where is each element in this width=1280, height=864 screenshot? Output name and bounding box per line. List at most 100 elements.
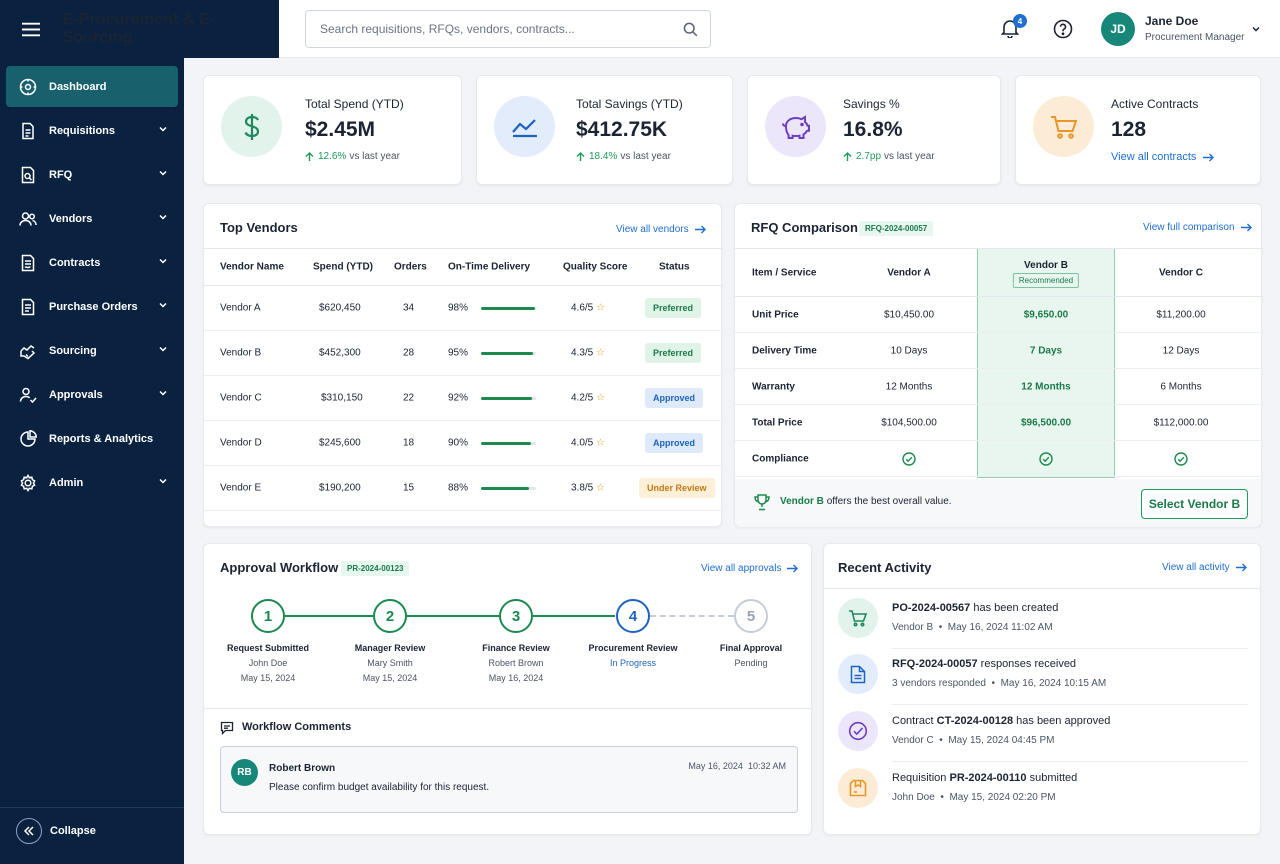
contract-icon (21, 254, 35, 271)
recent-activity-title: Recent Activity (838, 560, 932, 575)
help-icon[interactable] (1053, 19, 1073, 39)
hamburger-menu-icon[interactable] (22, 22, 41, 37)
comment-icon (220, 721, 234, 735)
kpi-value: $2.45M (305, 118, 376, 141)
kpi-savings-percent: Savings % 16.8% 2.7pp vs last year (747, 75, 1001, 185)
vendor-a-value: 12 Months (885, 381, 933, 392)
step-date: May 15, 2024 (362, 673, 418, 683)
sidebar-item-rfq[interactable]: RFQ (6, 154, 178, 195)
dashboard-icon (19, 78, 37, 95)
step-label: Manager Review (354, 643, 426, 653)
table-row[interactable]: Vendor E $190,200 15 88% 3.8/5 ☆ Under R… (204, 466, 723, 511)
view-full-comparison-link[interactable]: View full comparison (1143, 222, 1252, 233)
sidebar-item-label: Admin (49, 476, 84, 489)
sidebar-divider (0, 807, 184, 808)
table-row[interactable]: Vendor D $245,600 18 90% 4.0/5 ☆ Approve… (204, 421, 723, 466)
view-all-vendors-link[interactable]: View all vendors (616, 224, 706, 235)
collapse-button[interactable]: Collapse (16, 818, 96, 844)
sidebar-item-label: Sourcing (49, 344, 97, 357)
view-all-activity-link[interactable]: View all activity (1162, 562, 1247, 573)
arrow-right-icon (1235, 563, 1247, 572)
user-avatar[interactable]: JD (1101, 12, 1135, 46)
sidebar-item-purchase-orders[interactable]: Purchase Orders (6, 286, 178, 327)
vendor-otd: 98% (448, 302, 469, 314)
column-header: Vendor B (1024, 259, 1068, 271)
step-number: 4 (616, 599, 650, 633)
rfq-comparison-title: RFQ Comparison (751, 220, 858, 235)
activity-title: Contract CT-2024-00128 has been approved (892, 715, 1111, 727)
workflow-step: 1 Request Submitted John Doe May 15, 202… (213, 599, 323, 683)
activity-item[interactable]: Requisition PR-2024-00110 submitted John… (838, 768, 1248, 824)
sidebar-item-admin[interactable]: Admin (6, 462, 178, 503)
vendor-c-value: 6 Months (1160, 381, 1202, 392)
piggy-bank-icon (765, 96, 826, 157)
table-row[interactable]: Vendor C $310,150 22 92% 4.2/5 ☆ Approve… (204, 376, 723, 421)
view-all-contracts-link[interactable]: View all contracts (1111, 151, 1215, 163)
table-row: Delivery Time 10 Days 7 Days 12 Days (735, 333, 1263, 369)
otd-bar (481, 351, 536, 355)
activity-item[interactable]: RFQ-2024-00057 responses received 3 vend… (838, 654, 1248, 710)
step-number: 3 (499, 599, 533, 633)
vendor-otd: 88% (448, 482, 469, 494)
kpi-label: Total Spend (YTD) (305, 97, 404, 111)
collapse-label: Collapse (50, 825, 96, 837)
search-icon[interactable] (683, 22, 698, 37)
table-row: Total Price $104,500.00 $96,500.00 $112,… (735, 405, 1263, 441)
sidebar: Dashboard Requisitions RFQ Vendors Contr… (0, 0, 184, 864)
chevron-down-icon (159, 170, 167, 176)
view-all-approvals-label: View all approvals (701, 563, 782, 574)
activity-title: PO-2024-00567 has been created (892, 602, 1059, 614)
vendor-c-value: $112,000.00 (1153, 417, 1209, 428)
vendor-quality: 3.8/5 ☆ (571, 482, 605, 494)
comment-text: Please confirm budget availability for t… (269, 782, 490, 793)
sidebar-item-sourcing[interactable]: Sourcing (6, 330, 178, 371)
vendor-quality: 4.3/5 ☆ (571, 347, 605, 359)
otd-bar-fill (481, 306, 535, 310)
table-header: Item / Service Vendor A Vendor B Recomme… (735, 248, 1263, 297)
check-circle-icon (1039, 451, 1053, 466)
step-label: Final Approval (719, 643, 783, 653)
search-input[interactable] (320, 22, 670, 36)
vendor-b-value: 7 Days (1029, 345, 1063, 356)
gear-icon (20, 473, 36, 492)
vendor-name: Vendor D (220, 437, 262, 449)
table-row[interactable]: Vendor B $452,300 28 95% 4.3/5 ☆ Preferr… (204, 331, 723, 376)
vendor-spend: $452,300 (319, 347, 361, 359)
document-icon (838, 654, 878, 694)
vendor-a-value: $104,500.00 (881, 417, 937, 428)
collapse-icon (16, 818, 42, 844)
row-label: Delivery Time (752, 345, 817, 356)
step-status: In Progress (609, 658, 657, 668)
activity-item[interactable]: PO-2024-00567 has been created Vendor B … (838, 598, 1248, 654)
status-badge: Preferred (645, 343, 702, 363)
sidebar-item-label: Dashboard (49, 80, 107, 93)
select-vendor-button[interactable]: Select Vendor B (1141, 489, 1248, 519)
table-row[interactable]: Vendor A $620,450 34 98% 4.6/5 ☆ Preferr… (204, 286, 723, 331)
sidebar-item-vendors[interactable]: Vendors (6, 198, 178, 239)
sidebar-item-label: Requisitions (49, 124, 116, 137)
column-header: Status (659, 261, 690, 273)
step-number: 2 (373, 599, 407, 633)
divider (892, 761, 1248, 762)
divider (204, 708, 811, 709)
activity-title: RFQ-2024-00057 responses received (892, 658, 1077, 670)
divider (892, 648, 1248, 649)
sidebar-item-reports[interactable]: Reports & Analytics (6, 418, 178, 459)
otd-bar-fill (481, 396, 532, 400)
workflow-comments-title: Workflow Comments (242, 721, 352, 733)
chevron-down-icon (159, 302, 167, 308)
sidebar-item-dashboard[interactable]: Dashboard (6, 66, 178, 107)
otd-bar-fill (481, 486, 530, 490)
chevron-down-icon[interactable] (1251, 24, 1261, 34)
sidebar-item-approvals[interactable]: Approvals (6, 374, 178, 415)
user-name[interactable]: Jane Doe (1145, 14, 1199, 28)
comment-entry: RB Robert Brown Please confirm budget av… (220, 746, 798, 813)
sidebar-item-contracts[interactable]: Contracts (6, 242, 178, 283)
view-all-approvals-link[interactable]: View all approvals (701, 563, 799, 574)
activity-item[interactable]: Contract CT-2024-00128 has been approved… (838, 711, 1248, 767)
kpi-total-spend: Total Spend (YTD) $2.45M 12.6% vs last y… (203, 75, 462, 185)
approval-workflow-card: Approval Workflow PR-2024-00123 View all… (203, 543, 812, 835)
sidebar-item-requisitions[interactable]: Requisitions (6, 110, 178, 151)
step-label: Procurement Review (588, 643, 678, 653)
bell-icon[interactable] (1001, 18, 1019, 38)
